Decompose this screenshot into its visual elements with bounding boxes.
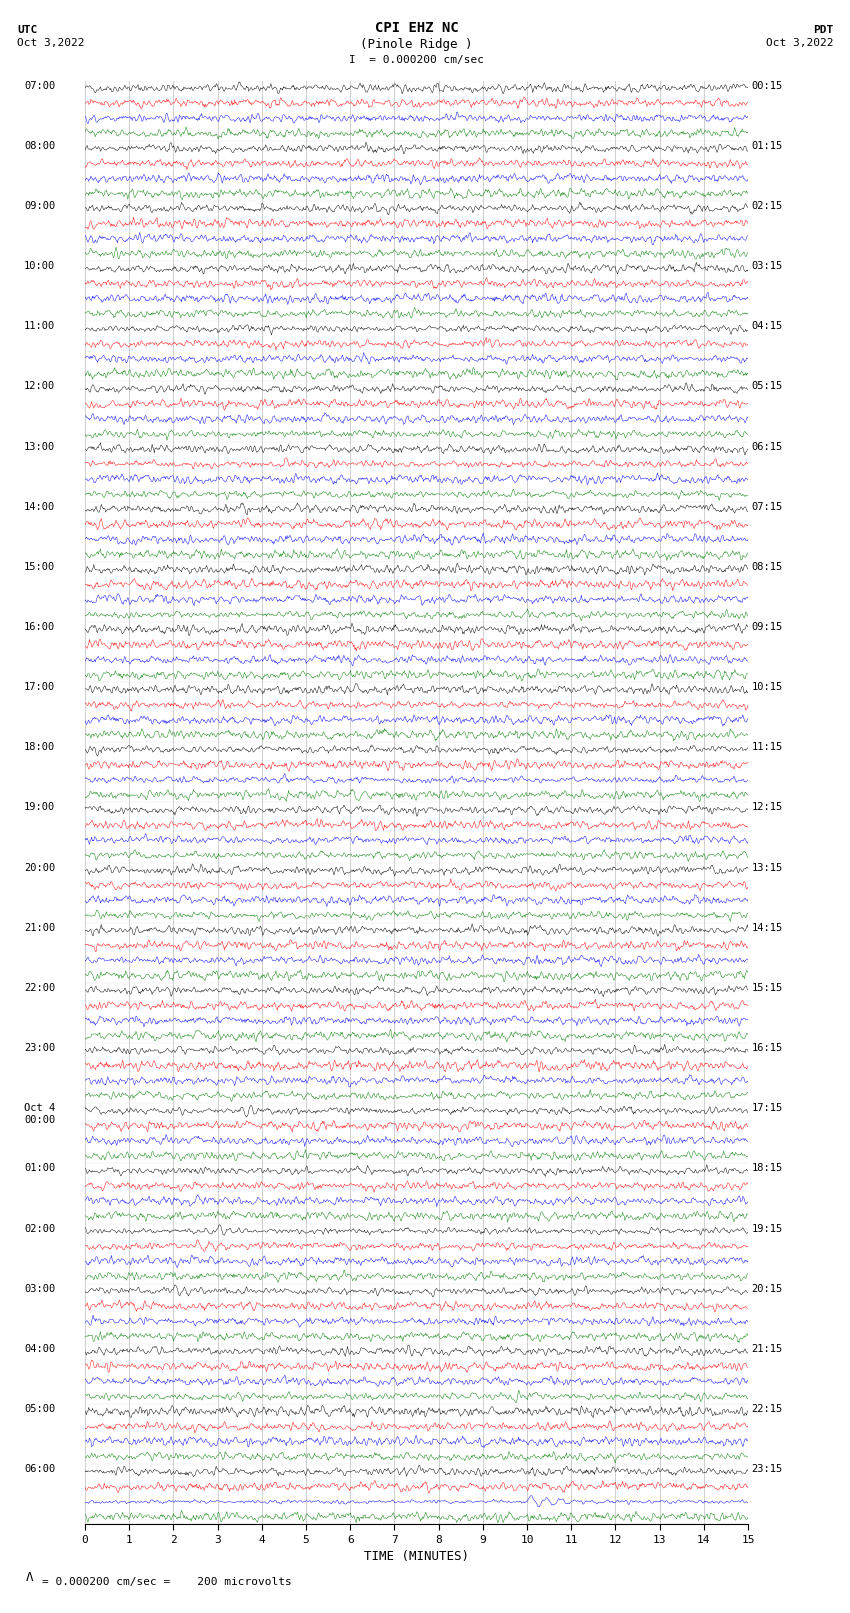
- Text: CPI EHZ NC: CPI EHZ NC: [375, 21, 458, 35]
- Text: 23:00: 23:00: [24, 1044, 55, 1053]
- Text: 12:00: 12:00: [24, 381, 55, 392]
- Text: (Pinole Ridge ): (Pinole Ridge ): [360, 37, 473, 50]
- Text: 17:15: 17:15: [751, 1103, 783, 1113]
- Text: 15:15: 15:15: [751, 982, 783, 994]
- Text: 17:00: 17:00: [24, 682, 55, 692]
- Text: Oct 4
00:00: Oct 4 00:00: [24, 1103, 55, 1124]
- Text: 06:15: 06:15: [751, 442, 783, 452]
- Text: 21:15: 21:15: [751, 1344, 783, 1353]
- Text: 04:00: 04:00: [24, 1344, 55, 1353]
- Text: 08:00: 08:00: [24, 140, 55, 150]
- Text: UTC: UTC: [17, 24, 37, 35]
- Text: 14:15: 14:15: [751, 923, 783, 932]
- Text: 13:15: 13:15: [751, 863, 783, 873]
- Text: 10:00: 10:00: [24, 261, 55, 271]
- Text: 22:00: 22:00: [24, 982, 55, 994]
- Text: 21:00: 21:00: [24, 923, 55, 932]
- Text: 00:15: 00:15: [751, 81, 783, 90]
- Text: 09:15: 09:15: [751, 623, 783, 632]
- Text: 16:00: 16:00: [24, 623, 55, 632]
- Text: 20:15: 20:15: [751, 1284, 783, 1294]
- Text: 18:00: 18:00: [24, 742, 55, 752]
- Text: I  = 0.000200 cm/sec: I = 0.000200 cm/sec: [349, 55, 484, 65]
- Text: 09:00: 09:00: [24, 202, 55, 211]
- Text: Oct 3,2022: Oct 3,2022: [17, 39, 84, 48]
- Text: Λ: Λ: [26, 1571, 33, 1584]
- Text: 01:00: 01:00: [24, 1163, 55, 1173]
- Text: 02:15: 02:15: [751, 202, 783, 211]
- Text: 11:00: 11:00: [24, 321, 55, 331]
- Text: 03:15: 03:15: [751, 261, 783, 271]
- Text: 04:15: 04:15: [751, 321, 783, 331]
- Text: 07:00: 07:00: [24, 81, 55, 90]
- Text: 16:15: 16:15: [751, 1044, 783, 1053]
- Text: 01:15: 01:15: [751, 140, 783, 150]
- Text: 05:15: 05:15: [751, 381, 783, 392]
- Text: 13:00: 13:00: [24, 442, 55, 452]
- Text: 12:15: 12:15: [751, 803, 783, 813]
- Text: 06:00: 06:00: [24, 1465, 55, 1474]
- Text: Oct 3,2022: Oct 3,2022: [766, 39, 833, 48]
- Text: 20:00: 20:00: [24, 863, 55, 873]
- Text: 19:15: 19:15: [751, 1224, 783, 1234]
- Text: 22:15: 22:15: [751, 1403, 783, 1415]
- Text: 19:00: 19:00: [24, 803, 55, 813]
- Text: 10:15: 10:15: [751, 682, 783, 692]
- Text: PDT: PDT: [813, 24, 833, 35]
- Text: 05:00: 05:00: [24, 1403, 55, 1415]
- Text: 15:00: 15:00: [24, 561, 55, 573]
- Text: 23:15: 23:15: [751, 1465, 783, 1474]
- Text: 08:15: 08:15: [751, 561, 783, 573]
- X-axis label: TIME (MINUTES): TIME (MINUTES): [364, 1550, 469, 1563]
- Text: 18:15: 18:15: [751, 1163, 783, 1173]
- Text: 03:00: 03:00: [24, 1284, 55, 1294]
- Text: 07:15: 07:15: [751, 502, 783, 511]
- Text: 14:00: 14:00: [24, 502, 55, 511]
- Text: 11:15: 11:15: [751, 742, 783, 752]
- Text: 02:00: 02:00: [24, 1224, 55, 1234]
- Text: = 0.000200 cm/sec =    200 microvolts: = 0.000200 cm/sec = 200 microvolts: [42, 1578, 292, 1587]
